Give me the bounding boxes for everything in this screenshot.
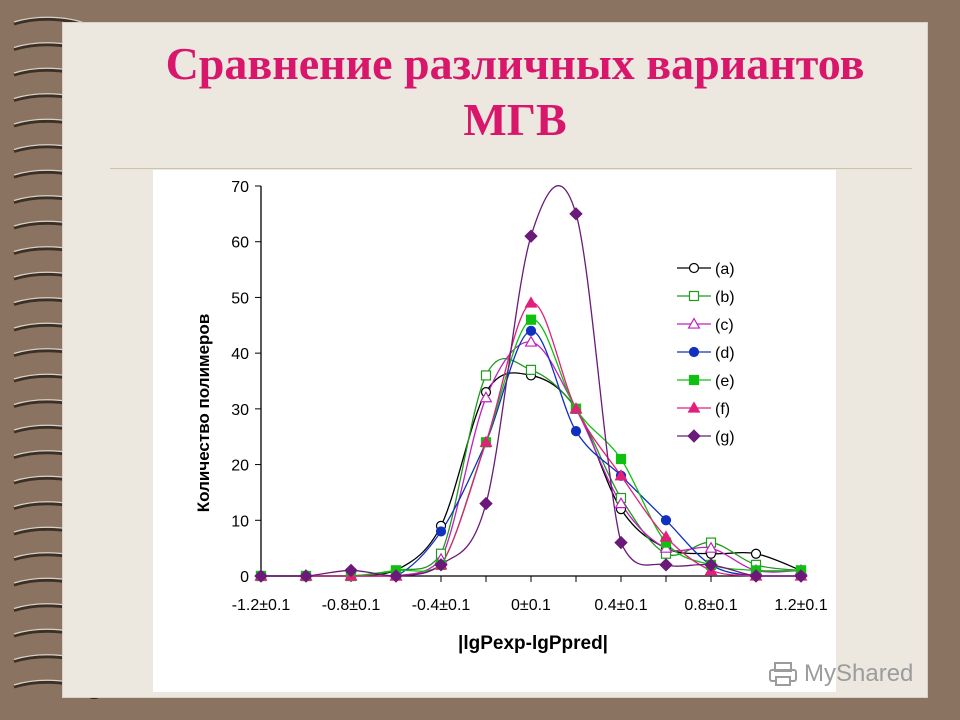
x-tick-label: -0.8±0.1 bbox=[322, 597, 381, 614]
legend-marker bbox=[688, 346, 700, 358]
chart-markers bbox=[254, 207, 808, 583]
title-divider bbox=[110, 168, 912, 169]
data-point bbox=[704, 558, 718, 572]
data-point bbox=[614, 535, 628, 550]
data-point bbox=[479, 496, 493, 511]
x-tick-label: 0±0.1 bbox=[511, 597, 551, 614]
data-point bbox=[660, 515, 672, 526]
data-point bbox=[435, 526, 447, 537]
y-tick-label: 70 bbox=[231, 179, 249, 196]
data-point bbox=[525, 325, 537, 336]
data-point bbox=[569, 402, 583, 414]
legend-label: (g) bbox=[715, 429, 735, 446]
data-point bbox=[750, 548, 762, 559]
data-point bbox=[525, 364, 537, 375]
data-point bbox=[254, 569, 268, 583]
slide-title: Сравнение различных вариантов МГВ bbox=[100, 36, 930, 148]
data-point bbox=[749, 569, 763, 583]
x-tick-label: 0.8±0.1 bbox=[684, 597, 737, 614]
series-line-g bbox=[261, 185, 801, 577]
legend-marker bbox=[687, 401, 701, 413]
data-point bbox=[389, 569, 403, 583]
x-tick-label: 0.4±0.1 bbox=[594, 597, 647, 614]
legend-label: (c) bbox=[715, 317, 734, 334]
y-tick-label: 30 bbox=[231, 402, 249, 419]
legend-marker bbox=[688, 262, 700, 274]
data-point bbox=[344, 563, 358, 578]
x-tick-label: -1.2±0.1 bbox=[232, 597, 291, 614]
chart-axes: 0 10 20 30 40 50 60 70 -1.2±0.1 -0.8±0.1 -0.4±0.1 0… bbox=[231, 179, 828, 614]
data-point bbox=[524, 229, 538, 243]
data-point bbox=[434, 558, 448, 572]
y-tick-label: 0 bbox=[240, 569, 249, 586]
y-tick-label: 10 bbox=[231, 513, 249, 530]
y-axis-label: Количество полимеров bbox=[194, 314, 213, 513]
line-chart: 0 10 20 30 40 50 60 70 -1.2±0.1 -0.8±0.1 -0.4±0.1 0… bbox=[194, 179, 828, 654]
data-point bbox=[659, 530, 673, 542]
data-point bbox=[299, 569, 313, 583]
data-point bbox=[704, 541, 718, 553]
legend-label: (e) bbox=[715, 373, 735, 390]
legend-label: (b) bbox=[715, 289, 735, 306]
legend-label: (f) bbox=[715, 401, 730, 418]
slide-title-line-1: Сравнение различных вариантов bbox=[165, 38, 865, 89]
data-point bbox=[480, 370, 492, 381]
y-tick-label: 20 bbox=[231, 458, 249, 475]
x-tick-label: 1.2±0.1 bbox=[774, 597, 827, 614]
watermark-text: MyShared bbox=[804, 660, 914, 687]
data-point bbox=[569, 207, 583, 221]
y-tick-label: 40 bbox=[231, 346, 249, 363]
data-point bbox=[524, 335, 538, 347]
chart-panel: 0 10 20 30 40 50 60 70 -1.2±0.1 -0.8±0.1 -0.4±0.1 0… bbox=[153, 170, 836, 692]
legend-marker bbox=[688, 374, 700, 386]
data-point bbox=[525, 314, 537, 325]
data-point bbox=[479, 391, 493, 403]
data-point bbox=[794, 569, 808, 583]
slide-title-line-2: МГВ bbox=[463, 94, 567, 145]
legend-label: (d) bbox=[715, 345, 735, 362]
data-point bbox=[659, 558, 673, 572]
data-point bbox=[614, 496, 628, 509]
data-point bbox=[570, 426, 582, 437]
legend-marker bbox=[687, 429, 701, 443]
y-tick-label: 60 bbox=[231, 235, 249, 252]
legend-marker bbox=[687, 317, 701, 329]
series-line-b bbox=[261, 358, 802, 577]
chart-legend: (a) (b) (c) (d) (e) (f) (g) bbox=[677, 261, 735, 446]
y-tick-label: 50 bbox=[231, 290, 249, 307]
legend-label: (a) bbox=[715, 261, 735, 278]
data-point bbox=[614, 469, 628, 481]
data-point bbox=[615, 453, 627, 465]
printer-icon bbox=[769, 662, 797, 686]
data-point bbox=[524, 296, 538, 308]
x-axis-label: |lgPexp-lgPpred| bbox=[458, 633, 608, 654]
x-tick-label: -0.4±0.1 bbox=[412, 597, 471, 614]
data-point bbox=[479, 435, 493, 447]
legend-marker bbox=[688, 290, 700, 302]
watermark: MyShared bbox=[768, 656, 913, 692]
